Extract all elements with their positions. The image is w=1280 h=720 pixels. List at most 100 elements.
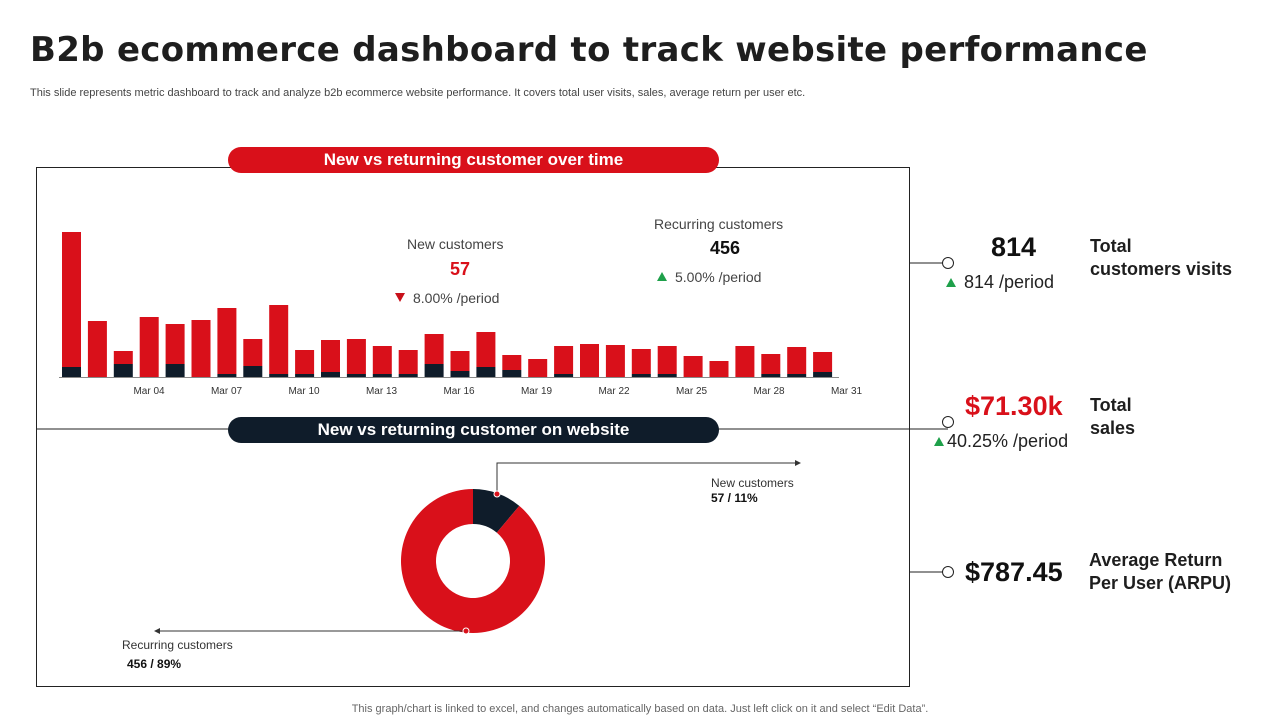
bar-returning [113,351,133,364]
bar-returning [62,232,81,367]
x-tick-label: Mar 25 [676,386,708,397]
x-tick-label: Mar 19 [521,386,553,397]
bar-returning [450,351,470,371]
bar-new [295,374,315,377]
bar-new [62,367,81,377]
up-arrow-icon [657,272,667,281]
bar-returning [476,332,496,367]
bar-returning [165,324,185,364]
bar-new [243,366,263,377]
bar-returning [372,346,392,374]
new-customers-label: New customers [407,236,504,252]
up-arrow-icon [946,278,956,287]
donut-panel-title: New vs returning customer on website [228,417,719,443]
bar-returning [761,354,781,374]
donut-new-label: New customers 57 / 11% [711,476,794,506]
down-arrow-icon [395,293,405,302]
kpi-sales-label-1: Total [1090,395,1132,415]
bar-returning [398,350,418,374]
recurring-customers-change: 5.00% /period [657,269,761,285]
kpi-sales-sub-text: 40.25% /period [947,431,1069,451]
bar-new [269,374,289,377]
up-arrow-icon [934,437,944,446]
recurring-customers-change-text: 5.00% /period [675,269,762,285]
kpi-sales-label: Total sales [1090,394,1135,440]
kpi-dot-3 [942,566,954,578]
kpi-arpu-label-2: Per User (ARPU) [1089,573,1232,593]
bar-returning [243,339,263,366]
kpi-visits-sub-text: 814 /period [964,272,1055,292]
recurring-customers-label: Recurring customers [654,216,784,232]
bar-new [372,374,392,377]
bar-returning [709,361,729,377]
bar-new [424,364,444,377]
kpi-sales-value: $71.30k [965,391,1063,421]
bar-new [321,372,340,377]
bar-returning [528,359,548,377]
new-customers-value: 57 [450,259,471,279]
bar-new [657,374,677,377]
bar-returning [580,344,599,377]
x-tick-label: Mar 22 [598,386,630,397]
bar-new [346,374,366,377]
bar-new [813,372,833,377]
bar-returning [631,349,651,374]
bar-panel-title: New vs returning customer over time [228,147,719,173]
kpi-visits-sub: 814 /period [946,272,1054,293]
x-tick-label: Mar 07 [211,386,243,397]
bar-returning [502,355,522,370]
bar-returning [139,317,159,377]
bar-returning [554,346,574,374]
footer-note: This graph/chart is linked to excel, and… [351,703,929,715]
bar-chart: Mar 04 Mar 07 Mar 10 Mar 13 Mar 16 Mar 19 Mar … [59,232,863,397]
donut-recurring-label: Recurring customers 456 / 89% [122,638,233,672]
bar-returning [605,345,625,377]
x-tick-label: Mar 10 [288,386,320,397]
kpi-sales-sub: 40.25% /period [934,431,1068,452]
bar-returning [735,346,755,377]
kpi-sales-label-2: sales [1090,418,1136,438]
bar-returning [787,347,807,374]
new-customers-change-text: 8.00% /period [413,290,500,306]
x-tick-label: Mar 13 [366,386,398,397]
bar-new [476,367,496,377]
bar-new [502,370,522,377]
x-tick-label: Mar 16 [443,386,475,397]
x-tick-label: Mar 31 [831,386,863,397]
kpi-dot-1 [942,257,954,269]
bar-returning [683,356,703,377]
x-tick-label: Mar 04 [133,386,165,397]
kpi-visits-label-1: Total [1090,236,1132,256]
kpi-visits-value: 814 [991,232,1037,262]
bar-new [450,371,470,377]
donut-new-label-text: New customers [711,476,794,490]
x-tick-label: Mar 28 [753,386,785,397]
bar-new [165,364,185,377]
donut-recurring-label-text: Recurring customers [122,638,233,652]
bar-returning [217,308,237,374]
bar-returning [295,350,315,374]
bar-returning [657,346,677,374]
new-customers-change: 8.00% /period [395,290,499,306]
bar-returning [346,339,366,374]
bar-new [113,364,133,377]
bar-returning [191,320,211,377]
bar-new [787,374,807,377]
bar-new [398,374,418,377]
page-subtitle: This slide represents metric dashboard t… [30,87,806,99]
donut-new-value: 57 / 11% [711,491,758,505]
bar-new [761,374,781,377]
bar-new [217,374,237,377]
kpi-visits-label: Total customers visits [1090,235,1232,281]
bar-returning [424,334,444,364]
kpi-dot-2 [942,416,954,428]
donut-recurring-value: 456 / 89% [127,657,182,671]
bar-returning [87,321,107,377]
kpi-arpu-label: Average Return Per User (ARPU) [1089,549,1231,595]
kpi-arpu-value: $787.45 [965,557,1063,587]
kpi-arpu-label-1: Average Return [1089,550,1223,570]
bar-returning [813,352,833,372]
page-title: B2b ecommerce dashboard to track website… [30,30,1148,70]
kpi-visits-label-2: customers visits [1090,259,1233,279]
recurring-customers-value: 456 [710,238,741,258]
